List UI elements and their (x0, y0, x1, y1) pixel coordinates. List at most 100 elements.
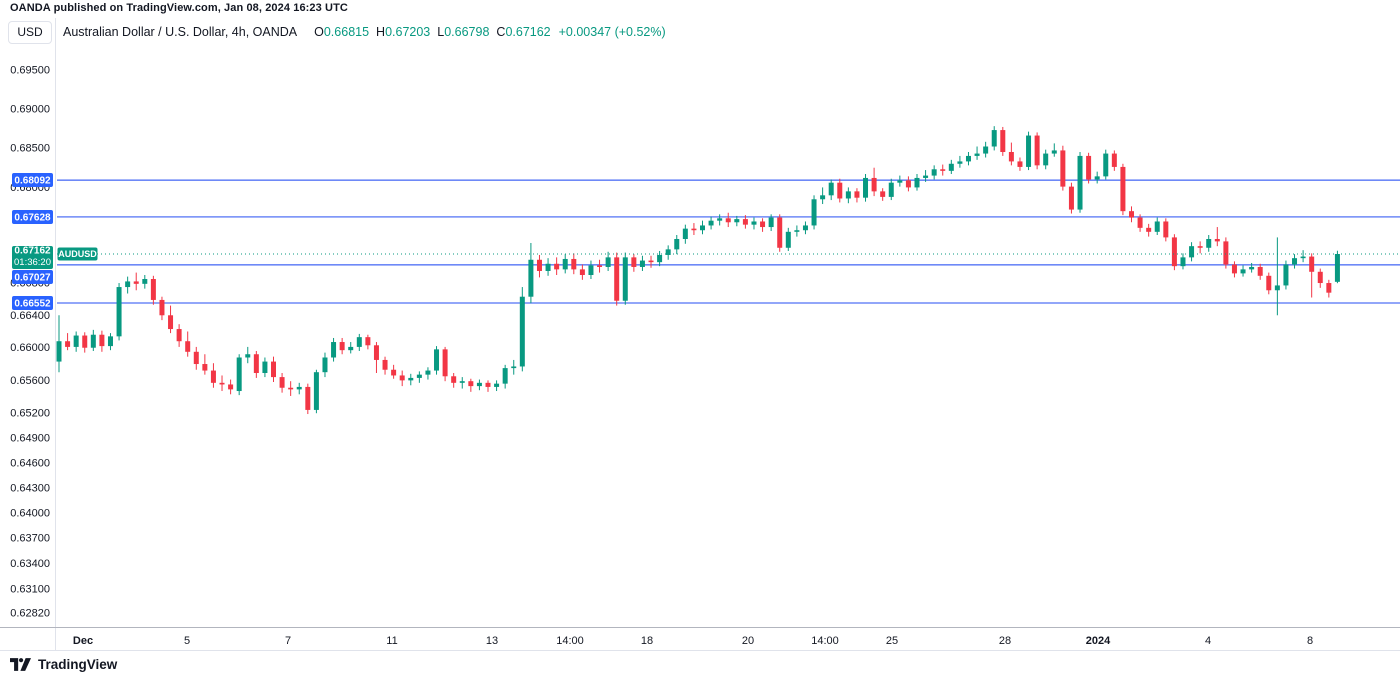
candle (1111, 150, 1117, 171)
candle-body (365, 337, 371, 346)
candle (485, 380, 491, 392)
candle (1129, 206, 1134, 223)
candle-body (571, 258, 577, 270)
candle (802, 221, 808, 235)
candle (116, 283, 122, 341)
candle-body (931, 169, 937, 176)
candle (1120, 163, 1126, 216)
price-tick-label: 0.63700 (10, 533, 50, 545)
time-tick-label: Dec (73, 635, 93, 647)
tradingview-brand-text[interactable]: TradingView (38, 657, 118, 672)
candle-body (391, 369, 397, 376)
time-tick-label: 18 (641, 635, 653, 647)
candle-body (373, 345, 379, 360)
candle (1223, 237, 1229, 269)
candle-body (1008, 151, 1014, 162)
price-axis[interactable]: 0.695000.690000.685000.680000.668000.664… (10, 65, 50, 620)
candle-body (451, 376, 457, 383)
candle-body (1154, 221, 1160, 232)
candle (571, 253, 577, 275)
candle-body (408, 377, 414, 381)
candle (408, 373, 414, 386)
candle-body (605, 257, 611, 267)
candle (511, 359, 517, 375)
candle-body (502, 368, 508, 384)
candle-body (1240, 269, 1246, 274)
candle-body (305, 386, 311, 410)
candle (107, 333, 113, 351)
candle-body (1171, 237, 1177, 267)
candle (897, 175, 903, 187)
candle (1034, 132, 1040, 170)
candle-body (1146, 227, 1152, 232)
candle (691, 223, 697, 236)
tradingview-logo-icon[interactable] (10, 658, 31, 671)
bar-countdown-label: 01:36:20 (14, 257, 51, 268)
candle-body (837, 182, 843, 199)
candle (168, 305, 174, 334)
candle-body (185, 341, 191, 352)
level-badge-label: 0.68092 (14, 176, 51, 187)
candle (1292, 254, 1298, 269)
candle-body (948, 163, 954, 171)
candle-body (811, 199, 817, 226)
candle (1240, 265, 1246, 277)
candle-body (1180, 257, 1186, 267)
candle (820, 187, 826, 205)
symbol-title: Australian Dollar / U.S. Dollar, 4h, OAN… (63, 25, 298, 39)
candle (519, 287, 525, 372)
candle (459, 377, 465, 389)
candle-body (802, 225, 808, 231)
candle-body (742, 219, 748, 225)
candle (811, 195, 817, 230)
candle-body (511, 366, 517, 369)
candle-body (777, 217, 783, 248)
price-tick-label: 0.63100 (10, 584, 50, 596)
candle (1334, 250, 1340, 284)
candle (1231, 261, 1237, 278)
candle-body (82, 335, 88, 348)
candle (391, 364, 397, 379)
candle-body (631, 257, 637, 267)
candle (442, 346, 448, 382)
high-value: 0.67203 (385, 25, 431, 39)
candle-body (485, 382, 491, 387)
candle (880, 188, 886, 201)
candle-body (545, 263, 551, 271)
candle (476, 379, 482, 391)
candle-body (1043, 153, 1049, 166)
time-axis[interactable]: Dec 5 7 11 13 14:00 18 20 14:00 25 28 2024 4 8 (73, 635, 1313, 647)
candle-body (639, 260, 645, 267)
candle (579, 264, 585, 280)
candle-body (288, 387, 294, 390)
candle (288, 381, 294, 396)
candle-body (880, 191, 886, 197)
candle (425, 367, 431, 380)
candle-body (682, 228, 688, 239)
candle (940, 164, 946, 176)
candle (339, 337, 345, 355)
candle-body (1017, 161, 1023, 167)
candle-body (983, 146, 989, 154)
currency-toggle-button[interactable]: USD (8, 21, 52, 44)
candle-body (262, 361, 268, 374)
candle-body (65, 341, 71, 347)
candle-body (202, 364, 208, 371)
time-tick-label: 13 (486, 635, 498, 647)
level-badge-label: 0.67628 (14, 213, 51, 224)
candle (356, 333, 362, 351)
candle-body (228, 384, 234, 390)
candle (416, 371, 422, 383)
candle (777, 214, 783, 252)
candle-body (1077, 155, 1083, 210)
candle-body (245, 354, 251, 358)
candle-body (1120, 166, 1126, 212)
candle-body (597, 265, 603, 267)
attribution-text: OANDA published on TradingView.com, Jan … (10, 2, 348, 14)
candle-body (760, 221, 766, 228)
candle (296, 382, 302, 395)
candle-body (416, 374, 422, 378)
close-label: C (496, 25, 506, 39)
